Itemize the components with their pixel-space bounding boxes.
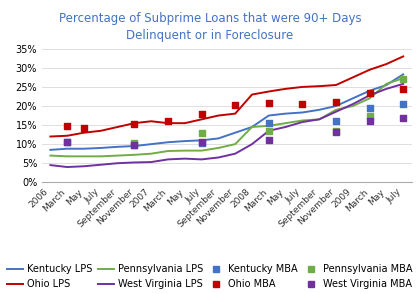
Point	[198, 141, 205, 145]
Point	[333, 119, 339, 123]
Point	[400, 116, 407, 121]
Legend: Kentucky LPS, Ohio LPS, Pennsylvania LPS, West Virginia LPS, Kentucky MBA, Ohio : Kentucky LPS, Ohio LPS, Pennsylvania LPS…	[8, 264, 412, 289]
Text: Percentage of Subprime Loans that were 90+ Days
Delinquent or in Foreclosure: Percentage of Subprime Loans that were 9…	[59, 12, 361, 42]
Point	[131, 141, 138, 146]
Point	[198, 140, 205, 145]
Point	[64, 140, 71, 145]
Point	[366, 113, 373, 118]
Point	[64, 123, 71, 128]
Point	[366, 119, 373, 123]
Point	[64, 140, 71, 145]
Point	[400, 86, 407, 91]
Point	[131, 143, 138, 147]
Point	[265, 101, 272, 106]
Point	[232, 103, 239, 107]
Point	[366, 91, 373, 96]
Point	[265, 137, 272, 142]
Point	[198, 112, 205, 117]
Point	[333, 100, 339, 105]
Point	[265, 128, 272, 133]
Point	[400, 77, 407, 82]
Point	[198, 130, 205, 135]
Point	[265, 121, 272, 126]
Point	[400, 102, 407, 106]
Point	[366, 106, 373, 110]
Point	[131, 122, 138, 127]
Point	[333, 128, 339, 133]
Point	[333, 129, 339, 134]
Point	[81, 125, 87, 130]
Point	[131, 143, 138, 147]
Point	[299, 102, 306, 106]
Point	[165, 119, 171, 123]
